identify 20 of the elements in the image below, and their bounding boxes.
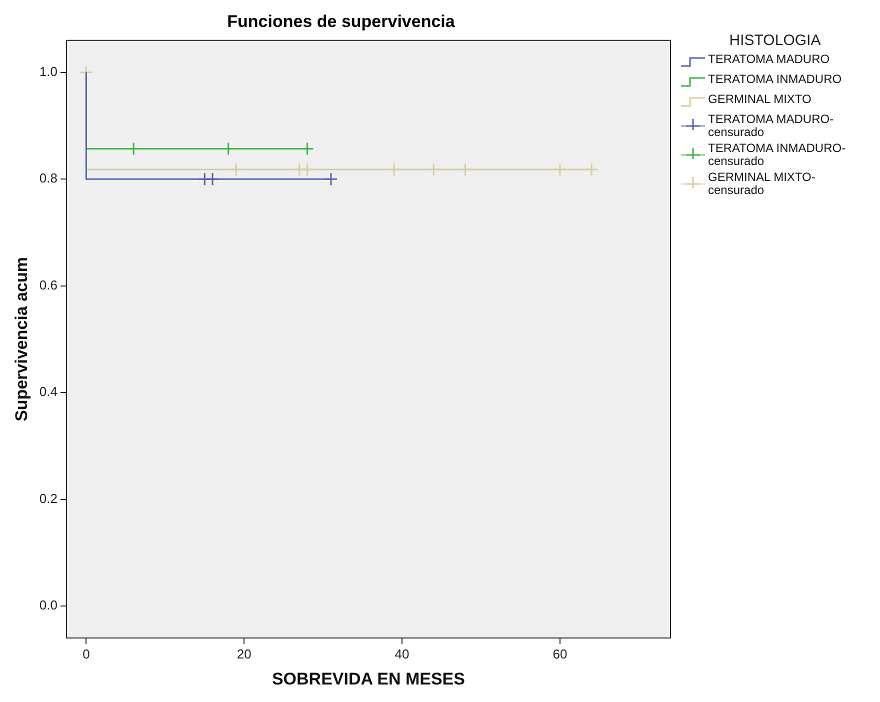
legend-label: TERATOMA MADURO [708, 52, 830, 66]
y-tick-label: 0.4 [39, 384, 58, 400]
x-tick-label: 60 [552, 646, 568, 662]
legend-label: GERMINAL MIXTO [708, 92, 812, 106]
y-tick-label: 0.6 [39, 277, 58, 292]
legend-label: TERATOMA MADURO-censurado [708, 112, 835, 139]
x-axis-title: SOBREVIDA EN MESES [272, 669, 465, 688]
y-tick-label: 0.0 [39, 598, 58, 613]
y-axis-title: Supervivencia acum [12, 256, 31, 422]
x-tick-label: 0 [82, 646, 90, 662]
legend-label: GERMINAL MIXTO-censurado [708, 170, 816, 197]
legend-title: HISTOLOGIA [728, 32, 822, 49]
y-tick-label: 0.8 [39, 170, 58, 186]
legend-label: TERATOMA INMADURO [708, 72, 842, 86]
legend-label: TERATOMA INMADURO-censurado [708, 141, 847, 168]
y-tick-label: 0.2 [39, 490, 58, 506]
x-tick-label: 40 [394, 646, 410, 662]
y-tick-label: 1.0 [39, 64, 58, 79]
x-tick-label: 20 [236, 646, 252, 662]
chart-title: Funciones de supervivencia [227, 12, 456, 31]
